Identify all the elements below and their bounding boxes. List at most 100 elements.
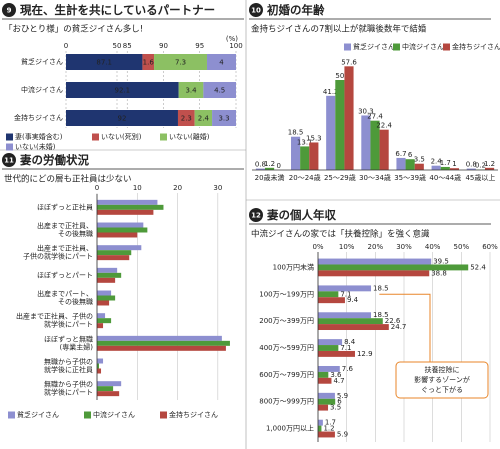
x-tick-label: 40〜44歳 (429, 173, 461, 182)
legend-swatch (92, 133, 99, 141)
bar (97, 300, 110, 306)
bar (405, 159, 415, 170)
bar (449, 168, 459, 170)
value-label: 7.6 (342, 365, 354, 373)
bar (431, 165, 441, 170)
bar (97, 368, 102, 374)
x-tick-label: 50 (113, 42, 122, 50)
value-label: 92.1 (115, 87, 131, 95)
value-label: 41.2 (323, 88, 339, 96)
bar (318, 285, 372, 292)
legend-swatch (344, 43, 351, 51)
bar (318, 398, 336, 405)
category-label: 出産まで正社員、子供の就学後にパート (16, 312, 93, 329)
bar (440, 166, 450, 170)
x-tick-label: 95 (195, 42, 204, 50)
value-label: 50 (335, 72, 344, 80)
bar (318, 431, 335, 438)
bar (344, 66, 354, 170)
value-label: 7.1 (340, 344, 351, 352)
bar (265, 167, 275, 170)
value-label: 1.7 (440, 159, 451, 167)
legend-label: 中流ジイさん (93, 410, 135, 419)
legend-label: 貧乏ジイさん (17, 410, 59, 419)
bar (97, 199, 158, 205)
value-label: 9.4 (347, 296, 359, 304)
category-label: ほぼずっとパート (37, 270, 93, 279)
x-tick-label: 0% (312, 243, 323, 251)
value-label: 3.4 (185, 87, 197, 95)
value-label: 1.2 (264, 160, 275, 168)
bar (318, 377, 332, 384)
legend-swatch (160, 133, 167, 141)
bar-segment (212, 110, 236, 126)
chart-subtitle: 中流ジイさんの家では「扶養控除」を強く意識 (251, 229, 430, 240)
x-tick-label: 45歳以上 (465, 173, 495, 182)
legend-swatch (443, 43, 450, 51)
x-tick-label: 0 (64, 42, 68, 50)
category-label: 1,000万円以上 (266, 424, 314, 433)
legend-label: いない(未婚) (15, 142, 56, 151)
category-label: 出産までパート、その後無職 (37, 289, 93, 306)
legend-swatch (393, 43, 400, 51)
value-label: 18.5 (288, 129, 304, 137)
legend-label: 貧乏ジイさん (353, 42, 395, 51)
bar-segment (154, 54, 207, 70)
bar (318, 345, 339, 351)
category-label: 800万〜999万円 (259, 398, 314, 406)
category-label: 金持ちジイさん (14, 113, 63, 122)
x-tick-label: 100 (229, 42, 242, 50)
legend-label: 金持ちジイさん (452, 42, 500, 51)
bar (97, 290, 112, 296)
bar (97, 358, 104, 364)
value-label: 5.9 (337, 392, 348, 400)
bar (97, 245, 142, 251)
value-label: 4.7 (333, 377, 344, 385)
value-label: 0.2 (475, 162, 486, 170)
bar-segment (177, 110, 195, 126)
category-label: 100万〜199万円 (259, 290, 314, 298)
x-tick-label: 20〜24歳 (289, 173, 321, 182)
x-tick-label: 20 (173, 184, 182, 192)
legend-swatch (160, 411, 167, 419)
value-label: 52.4 (470, 263, 486, 271)
x-tick-label: 25〜29歳 (324, 173, 356, 182)
bar (97, 232, 138, 238)
value-label: 1.7 (325, 419, 336, 427)
value-label: 6 (337, 398, 342, 406)
x-tick-label: 50% (454, 243, 470, 251)
bar (361, 115, 371, 170)
value-label: 0.8 (466, 161, 477, 169)
legend-label: 中流ジイさん (402, 42, 444, 51)
value-label: 3.5 (330, 404, 341, 412)
bar (318, 339, 343, 346)
category-label: 600万〜799万円 (259, 371, 314, 379)
x-tick-label: 35〜39歳 (394, 173, 426, 182)
section-number: 9 (7, 7, 12, 15)
value-label: 18.5 (373, 284, 389, 292)
bar (318, 392, 335, 399)
bar (484, 167, 495, 170)
legend-swatch (6, 143, 13, 151)
legend-swatch (84, 411, 91, 419)
section-badge (2, 3, 16, 17)
section-badge (2, 153, 16, 167)
bar (97, 267, 118, 273)
bar (318, 291, 339, 298)
bar (396, 157, 406, 170)
value-label: 27.4 (367, 113, 383, 121)
bar-segment (203, 82, 236, 98)
bar (97, 323, 104, 329)
chart-title: 初婚の年齢 (267, 3, 325, 17)
value-label: 87.1 (96, 59, 112, 67)
chart-title: 妻の個人年収 (267, 208, 336, 222)
section-badge (249, 3, 263, 17)
bar (255, 168, 266, 170)
x-tick-label: 85 (123, 42, 132, 50)
bar-segment (66, 110, 178, 126)
value-label: 3.5 (414, 156, 425, 164)
bar (318, 297, 345, 304)
value-label: 6.7 (395, 150, 406, 158)
chart-subtitle: 金持ちジイさんの7割以上が就職後数年で結婚 (251, 24, 427, 35)
x-tick-label: 0 (95, 184, 99, 192)
